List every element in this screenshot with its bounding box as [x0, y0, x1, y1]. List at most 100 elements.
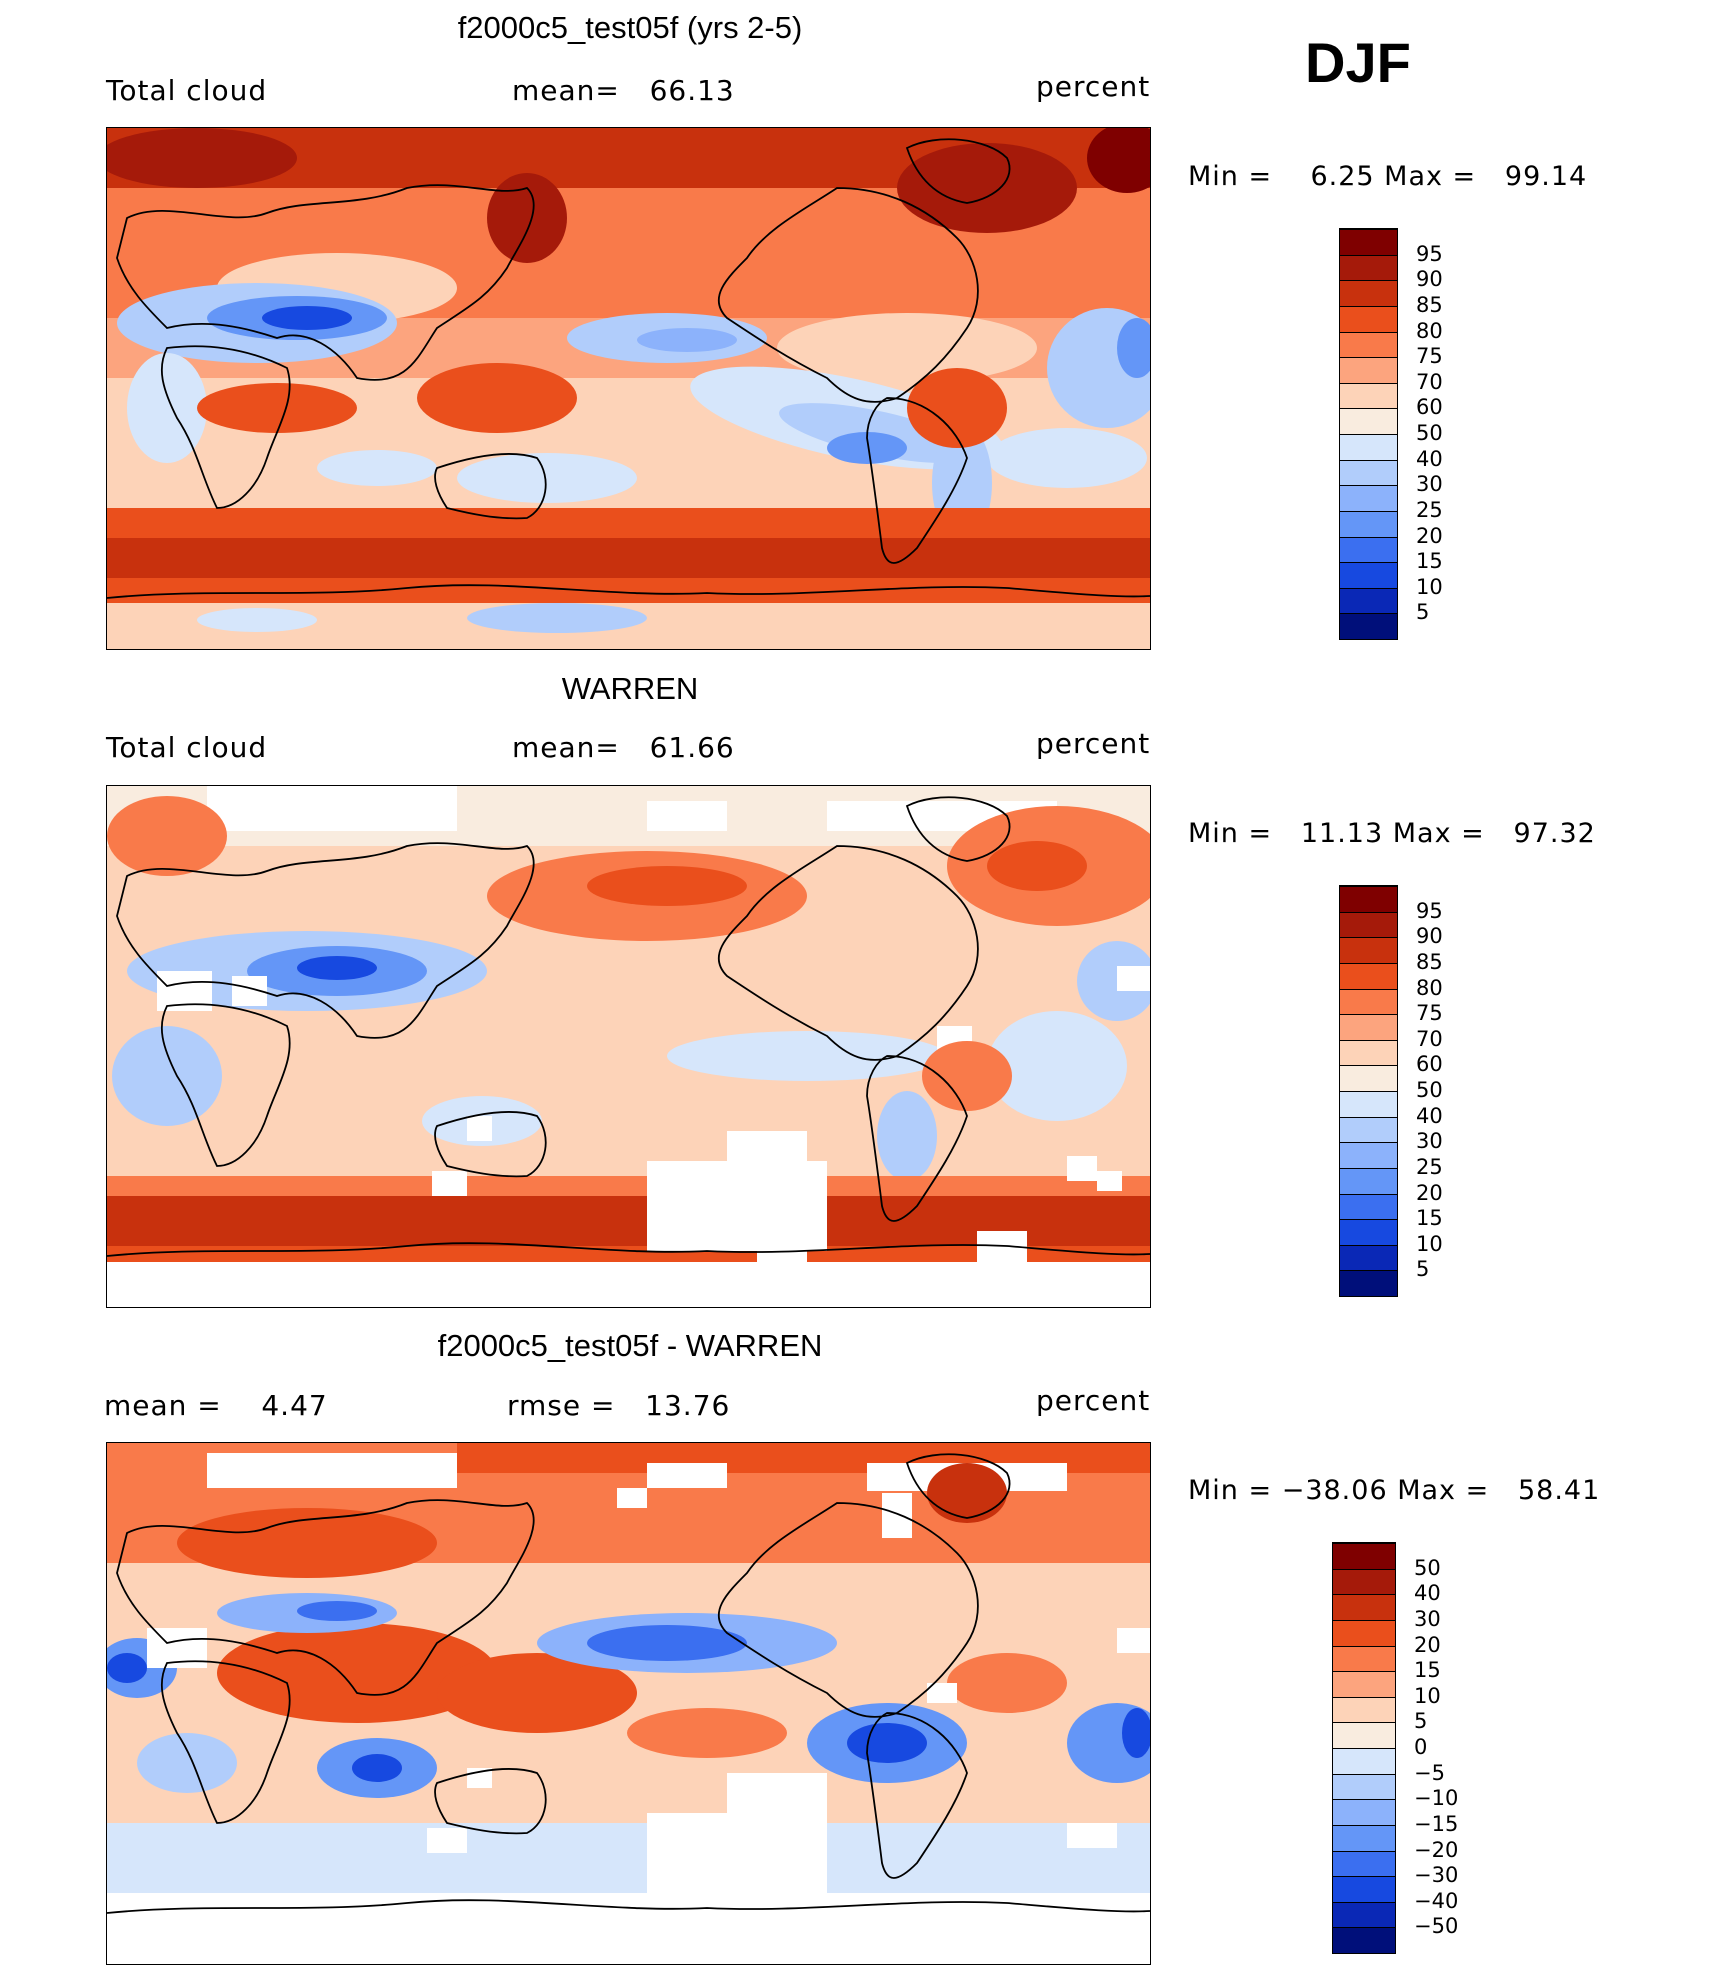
colorbar-swatch: [1340, 1244, 1397, 1271]
colorbar-swatch: [1333, 1619, 1395, 1646]
colorbar-swatch: [1340, 382, 1397, 409]
colorbar-tick-label: −40: [1414, 1888, 1459, 1913]
panel-1-map: [106, 127, 1151, 650]
colorbar-swatch: [1340, 613, 1397, 639]
season-label: DJF: [1305, 31, 1411, 94]
colorbar-tick-label: 15: [1414, 1658, 1441, 1683]
colorbar-swatch: [1333, 1876, 1395, 1902]
colorbar-swatch: [1333, 1543, 1395, 1569]
colorbar-tick-label: 80: [1416, 318, 1443, 343]
colorbar-tick-label: 60: [1416, 1052, 1443, 1077]
colorbar-swatch: [1340, 886, 1397, 912]
colorbar-swatch: [1340, 459, 1397, 486]
colorbar-swatch: [1333, 1901, 1395, 1928]
colorbar-swatch: [1340, 280, 1397, 306]
colorbar-tick-label: 75: [1416, 344, 1443, 369]
colorbar-swatch: [1333, 1799, 1395, 1825]
colorbar-tick-label: −50: [1414, 1914, 1459, 1939]
panel-3-map: [106, 1442, 1151, 1965]
colorbar-tick-label: 5: [1416, 1257, 1430, 1282]
colorbar-tick-label: 85: [1416, 292, 1443, 317]
panel-3-colorbar: [1332, 1542, 1396, 1954]
colorbar-swatch: [1340, 229, 1397, 255]
panel-1-title: f2000c5_test05f (yrs 2-5): [457, 10, 803, 45]
colorbar-tick-label: 40: [1416, 1103, 1443, 1128]
colorbar-swatch: [1333, 1594, 1395, 1620]
colorbar-tick-label: 40: [1414, 1581, 1441, 1606]
colorbar-swatch: [1340, 254, 1397, 281]
colorbar-swatch: [1340, 536, 1397, 563]
colorbar-tick-label: 60: [1416, 395, 1443, 420]
colorbar-tick-label: 80: [1416, 975, 1443, 1000]
colorbar-tick-label: 75: [1416, 1001, 1443, 1026]
panel-3-rmse-label: rmse = 13.76: [507, 1389, 731, 1422]
colorbar-tick-label: 15: [1416, 549, 1443, 574]
colorbar-swatch: [1333, 1824, 1395, 1851]
colorbar-tick-label: 85: [1416, 949, 1443, 974]
colorbar-swatch: [1340, 331, 1397, 358]
colorbar-swatch: [1333, 1850, 1395, 1877]
colorbar-swatch: [1340, 357, 1397, 383]
colorbar-tick-label: 15: [1416, 1206, 1443, 1231]
colorbar-tick-label: 10: [1414, 1683, 1441, 1708]
colorbar-swatch: [1340, 1091, 1397, 1117]
colorbar-tick-label: 20: [1416, 1180, 1443, 1205]
colorbar-swatch: [1340, 587, 1397, 614]
colorbar-tick-label: 5: [1416, 600, 1430, 625]
colorbar-swatch: [1333, 1696, 1395, 1723]
colorbar-tick-label: 90: [1416, 924, 1443, 949]
panel-3-units-label: percent: [1036, 1384, 1151, 1417]
colorbar-swatch: [1340, 1065, 1397, 1091]
colorbar-swatch: [1340, 1193, 1397, 1220]
panel-1-units-label: percent: [1036, 70, 1151, 103]
panel-3-mean-label: mean = 4.47: [104, 1389, 328, 1422]
colorbar-tick-label: −5: [1414, 1760, 1445, 1785]
panel-2-mean-label: mean= 61.66: [512, 731, 735, 764]
colorbar-swatch: [1333, 1645, 1395, 1672]
colorbar-tick-label: 20: [1414, 1632, 1441, 1657]
colorbar-swatch: [1340, 1219, 1397, 1245]
colorbar-swatch: [1340, 988, 1397, 1015]
colorbar-swatch: [1340, 962, 1397, 989]
colorbar-tick-label: −10: [1414, 1786, 1459, 1811]
colorbar-swatch: [1340, 1167, 1397, 1194]
colorbar-tick-label: 25: [1416, 1154, 1443, 1179]
colorbar-swatch: [1340, 1014, 1397, 1040]
colorbar-tick-label: 70: [1416, 369, 1443, 394]
colorbar-tick-label: 30: [1416, 472, 1443, 497]
colorbar-swatch: [1340, 562, 1397, 588]
colorbar-swatch: [1340, 408, 1397, 434]
colorbar-swatch: [1333, 1773, 1395, 1800]
colorbar-tick-label: −15: [1414, 1811, 1459, 1836]
colorbar-tick-label: 50: [1414, 1555, 1441, 1580]
colorbar-swatch: [1333, 1748, 1395, 1774]
panel-2-map: [106, 785, 1151, 1308]
colorbar-tick-label: −30: [1414, 1863, 1459, 1888]
panel-2-variable-label: Total cloud: [106, 731, 268, 764]
colorbar-swatch: [1333, 1671, 1395, 1697]
colorbar-tick-label: 25: [1416, 497, 1443, 522]
colorbar-tick-label: 95: [1416, 898, 1443, 923]
colorbar-swatch: [1340, 510, 1397, 537]
colorbar-tick-label: 20: [1416, 523, 1443, 548]
colorbar-swatch: [1333, 1568, 1395, 1595]
colorbar-swatch: [1340, 485, 1397, 511]
colorbar-tick-label: −20: [1414, 1837, 1459, 1862]
colorbar-tick-label: 90: [1416, 267, 1443, 292]
panel-2-minmax: Min = 11.13 Max = 97.32: [1188, 818, 1596, 849]
colorbar-swatch: [1340, 1039, 1397, 1066]
panel-1-variable-label: Total cloud: [106, 74, 268, 107]
panel-1-mean-label: mean= 66.13: [512, 74, 735, 107]
panel-2-units-label: percent: [1036, 727, 1151, 760]
colorbar-tick-label: 5: [1414, 1709, 1428, 1734]
colorbar-tick-label: 95: [1416, 241, 1443, 266]
colorbar-swatch: [1333, 1722, 1395, 1748]
colorbar-tick-label: 10: [1416, 1231, 1443, 1256]
colorbar-swatch: [1340, 911, 1397, 938]
colorbar-swatch: [1340, 1116, 1397, 1143]
colorbar-tick-label: 70: [1416, 1026, 1443, 1051]
panel-2-colorbar: [1339, 885, 1398, 1297]
colorbar-tick-label: 10: [1416, 574, 1443, 599]
panel-1-colorbar: [1339, 228, 1398, 640]
colorbar-tick-label: 40: [1416, 446, 1443, 471]
